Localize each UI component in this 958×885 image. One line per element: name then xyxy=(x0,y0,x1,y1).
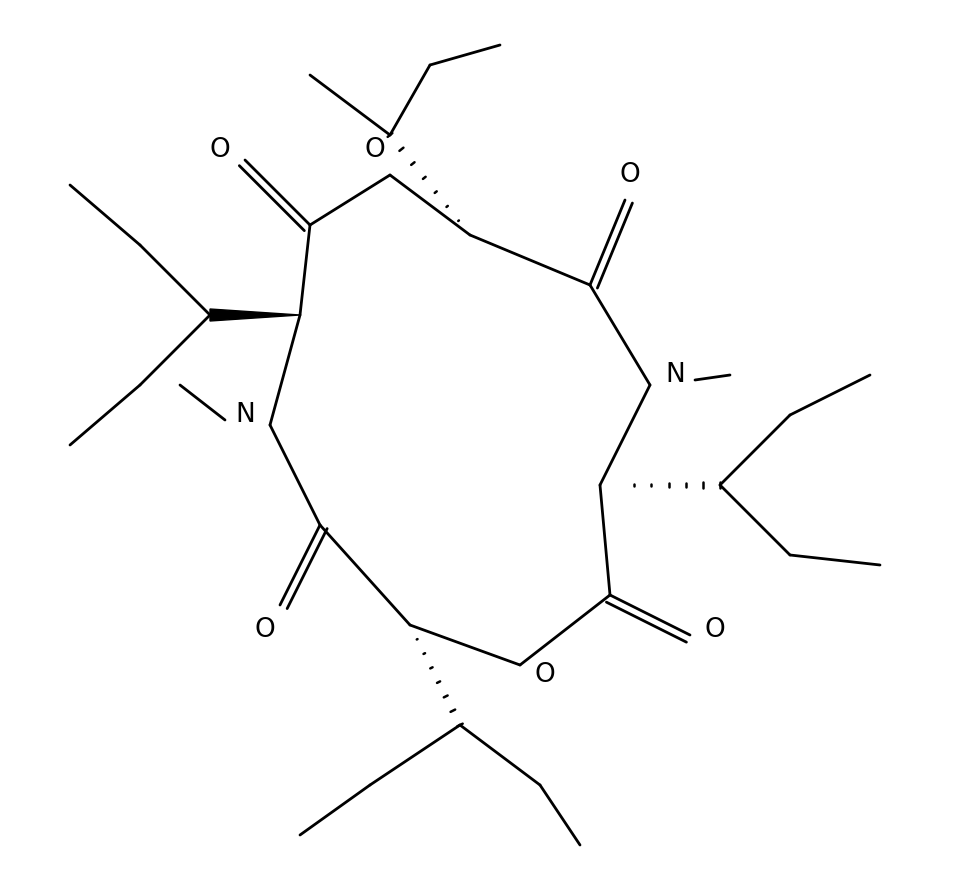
Polygon shape xyxy=(210,309,300,321)
Text: O: O xyxy=(365,137,385,163)
Text: O: O xyxy=(535,662,556,688)
Text: O: O xyxy=(210,137,230,163)
Text: O: O xyxy=(705,617,725,643)
Text: N: N xyxy=(235,402,255,428)
Text: O: O xyxy=(620,162,640,188)
Text: O: O xyxy=(255,617,275,643)
Text: N: N xyxy=(665,362,685,388)
